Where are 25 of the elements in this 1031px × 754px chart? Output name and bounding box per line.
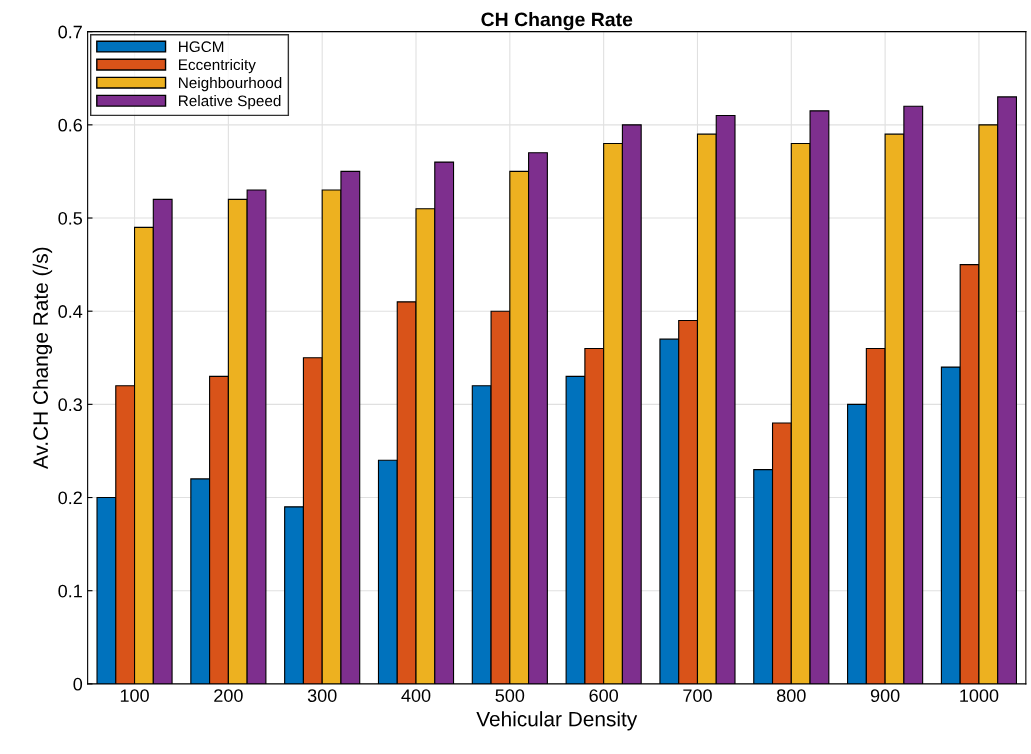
legend-label: Relative Speed [179,95,281,110]
legend-label: HGCM [179,41,224,53]
x-tick-label: 300 [307,689,337,702]
x-axis-title: Vehicular Density [476,711,638,731]
x-tick-label: 200 [214,689,243,702]
legend-label: Eccentricity [179,58,256,74]
x-tick-label: 500 [495,689,525,702]
y-axis-title: Av.CH Change Rate (/s) [32,247,53,470]
x-tick-label: 700 [683,689,712,702]
x-tick-label: 100 [120,689,149,702]
x-tick-label: 1000 [960,689,999,702]
x-tick-label: 800 [777,689,806,702]
x-tick-label: 900 [870,689,900,702]
y-tick-label: 0.1 [58,584,82,598]
x-tick-label: 600 [589,689,619,702]
y-tick-label: 0.4 [58,305,83,318]
legend-label: Neighbourhood [179,76,282,92]
y-tick-label: 0.2 [58,491,82,505]
y-tick-label: 0.6 [58,118,82,132]
y-tick-label: 0.7 [58,25,82,39]
chart-title: CH Change Rate [481,12,633,31]
y-tick-label: 0.3 [58,398,82,412]
y-tick-label: 0.5 [58,211,83,225]
x-tick-label: 400 [401,689,431,702]
y-tick-label: 0 [73,677,83,691]
